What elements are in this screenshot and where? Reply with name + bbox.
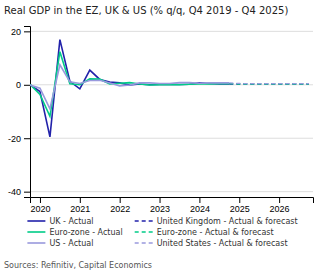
series-line <box>30 40 229 137</box>
tick: 2024 <box>190 197 210 214</box>
tick: 20 <box>11 27 30 37</box>
tick-label: -20 <box>8 134 21 144</box>
tick-mark <box>24 192 30 193</box>
tick-mark <box>80 197 81 203</box>
tick: 2026 <box>270 197 290 214</box>
series-line <box>229 82 309 84</box>
legend-item: US - Actual <box>27 239 93 248</box>
legend-swatch <box>135 242 153 243</box>
tick-label: 2026 <box>270 204 290 214</box>
lines <box>30 40 309 137</box>
tick: 2021 <box>70 197 90 214</box>
legend-item: UK - Actual <box>27 217 93 226</box>
tick: -20 <box>8 134 30 144</box>
axis-line <box>31 198 314 204</box>
tick: 2022 <box>110 197 130 214</box>
tick-label: 2025 <box>230 204 250 214</box>
tick-mark <box>239 197 240 203</box>
grid-line <box>30 31 313 32</box>
title: Real GDP in the EZ, UK & US (% q/q, Q4 2… <box>4 5 288 16</box>
tick-label: 2024 <box>190 204 210 214</box>
x-axis: 2020 2021 2022 2023 2024 2025 2026 <box>30 197 313 214</box>
tick: 0 <box>16 80 30 90</box>
legend-swatch <box>135 220 153 221</box>
plot: 2020 2021 2022 2023 2024 2025 2026 -40 -20 0 20 <box>8 27 314 215</box>
legend-swatch <box>27 242 45 244</box>
tick-label: 2022 <box>110 204 130 214</box>
legend: UK - Actual Euro-zone - Actual US - Actual… <box>27 217 297 248</box>
tick-label: 2021 <box>70 204 90 214</box>
axis-line <box>24 27 31 198</box>
tick-mark <box>199 197 200 203</box>
tick-mark <box>40 197 41 203</box>
legend-item: Euro-zone - Actual <box>27 228 122 237</box>
tick-mark <box>24 31 30 32</box>
legend-swatch <box>135 231 153 232</box>
series-line <box>229 83 309 85</box>
tick: -40 <box>8 187 30 197</box>
legend-swatch <box>27 220 45 222</box>
legend-label: Euro-zone - Actual & forecast <box>157 228 274 237</box>
tick-label: 20 <box>11 27 21 37</box>
legend-item: Euro-zone - Actual & forecast <box>135 228 274 237</box>
legend-item: United States - Actual & forecast <box>135 239 288 248</box>
tick-label: -40 <box>8 187 21 197</box>
legend-label: United States - Actual & forecast <box>157 239 288 248</box>
y-axis: -40 -20 0 20 <box>8 27 31 198</box>
tick: 2020 <box>30 197 50 214</box>
annotation: Sources: Refinitiv, Capital Economics <box>4 261 152 270</box>
grid <box>30 31 313 191</box>
legend-swatch <box>27 231 45 233</box>
tick-mark <box>279 197 280 203</box>
legend-label: Euro-zone - Actual <box>49 228 122 237</box>
grid-line <box>30 138 313 139</box>
legend-item: United Kingdom - Actual & forecast <box>135 217 298 226</box>
tick-mark <box>24 138 30 139</box>
tick-mark <box>120 197 121 203</box>
tick-mark <box>24 85 30 86</box>
tick-label: 2023 <box>150 204 170 214</box>
legend-label: UK - Actual <box>49 217 93 226</box>
legend-label: US - Actual <box>49 239 93 248</box>
chart: Real GDP in the EZ, UK & US (% q/q, Q4 2… <box>0 0 325 273</box>
legend-label: United Kingdom - Actual & forecast <box>157 217 298 226</box>
tick-label: 2020 <box>30 204 50 214</box>
tick: 2025 <box>230 197 250 214</box>
series-line <box>30 65 229 109</box>
tick-label: 0 <box>16 80 21 90</box>
grid-line <box>30 191 313 192</box>
series-line <box>229 83 309 84</box>
series-line <box>30 52 229 117</box>
tick-mark <box>160 197 161 203</box>
tick: 2023 <box>150 197 170 214</box>
